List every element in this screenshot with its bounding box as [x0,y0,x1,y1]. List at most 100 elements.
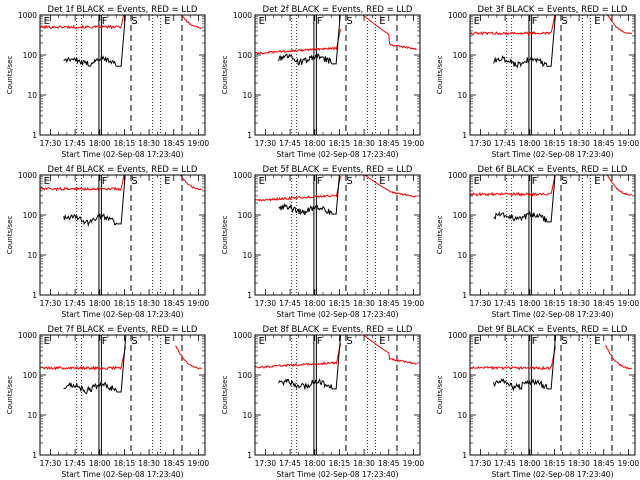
event-marker-letter: E [259,176,265,187]
y-tick-label: 1000 [448,331,467,340]
event-marker-letter: E [474,336,480,347]
lld-series-tail-line [362,15,417,51]
event-marker-letter: S [131,16,137,27]
plot-frame [39,14,206,136]
event-marker-letter: S [131,336,137,347]
event-marker-letter: F [102,16,108,27]
x-tick-label: 18:45 [378,139,400,148]
events-series-line [493,175,556,223]
panel-det-8f: Det 8f BLACK = Events, RED = LLD Counts/s… [221,325,424,479]
event-marker-letter: E [164,336,170,347]
x-tick-label: 18:30 [353,459,375,468]
y-tick-label: 1 [462,451,467,460]
x-tick-label: 17:30 [255,139,277,148]
y-tick-label: 100 [23,371,38,380]
x-tick-label: 18:45 [593,459,615,468]
x-tick-label: 18:30 [568,139,590,148]
x-tick-label: 17:45 [279,299,301,308]
event-marker-letter: F [532,336,538,347]
lld-series-line [470,175,556,198]
panel-det-3f: Det 3f BLACK = Events, RED = LLD Counts/s… [436,5,639,159]
x-tick-label: 18:30 [138,139,160,148]
lld-series-line [470,346,557,371]
y-tick-label: 1 [247,131,252,140]
plot-frame [39,174,206,296]
events-series-line [63,175,126,228]
event-marker-letter: F [317,176,323,187]
panel-det-9f: Det 9f BLACK = Events, RED = LLD Counts/s… [436,325,639,479]
plot-area [40,335,202,395]
x-tick-label: 18:30 [568,299,590,308]
x-tick-label: 18:15 [114,459,136,468]
lld-series-line [40,15,125,30]
y-tick-label: 10 [27,251,37,260]
x-tick-label: 18:00 [519,139,541,148]
lld-series-tail-line [607,15,633,35]
x-tick-label: 17:30 [470,299,492,308]
x-tick-label: 18:15 [329,139,351,148]
y-tick-label: 1 [247,451,252,460]
y-tick-label: 10 [457,251,467,260]
event-marker-letter: E [379,176,385,187]
plot-area [40,175,203,228]
y-tick-label: 100 [238,371,253,380]
event-marker-letter: S [346,176,352,187]
x-tick-label: 17:45 [64,139,86,148]
event-marker-letter: E [474,176,480,187]
y-tick-label: 100 [238,211,253,220]
panel-title: Det 4f BLACK = Events, RED = LLD [48,165,198,175]
lld-series-tail-line [362,335,418,365]
y-tick-label: 10 [242,91,252,100]
x-tick-label: 19:00 [618,299,640,308]
y-tick-label: 10 [27,91,37,100]
y-tick-label: 1000 [18,331,37,340]
plot-area [255,335,418,390]
x-tick-label: 19:00 [188,299,210,308]
x-tick-label: 17:45 [279,459,301,468]
x-axis-label: Start Time (02-Sep-08 17:23:40) [62,470,184,479]
x-tick-label: 18:00 [89,299,111,308]
lld-series-line [470,15,556,37]
y-axis-label: Counts/sec [6,376,14,415]
y-tick-label: 1 [32,131,37,140]
y-axis-label: Counts/sec [6,56,14,95]
y-tick-label: 10 [457,91,467,100]
y-axis-label: Counts/sec [436,216,444,255]
plot-frame [254,14,421,136]
y-tick-label: 100 [453,371,468,380]
lld-series-tail-line [606,175,632,196]
event-marker-letter: F [102,336,108,347]
events-series-line [493,335,557,392]
x-axis-label: Start Time (02-Sep-08 17:23:40) [492,150,614,159]
y-tick-label: 100 [238,51,253,60]
x-tick-label: 18:45 [163,299,185,308]
x-tick-label: 17:30 [40,299,62,308]
x-tick-label: 17:45 [494,139,516,148]
x-tick-label: 17:45 [494,299,516,308]
y-axis-label: Counts/sec [436,376,444,415]
panel-title: Det 3f BLACK = Events, RED = LLD [478,5,628,15]
x-tick-label: 17:45 [494,459,516,468]
y-tick-label: 10 [242,251,252,260]
x-tick-label: 18:00 [304,139,326,148]
panel-title: Det 1f BLACK = Events, RED = LLD [48,5,198,15]
event-marker-letter: E [259,16,265,27]
x-tick-label: 19:00 [188,459,210,468]
x-tick-label: 19:00 [403,139,425,148]
y-tick-label: 10 [457,411,467,420]
x-axis-label: Start Time (02-Sep-08 17:23:40) [277,310,399,319]
event-marker-letter: E [594,176,600,187]
y-tick-label: 100 [23,51,38,60]
plot-frame [254,334,421,456]
panel-det-6f: Det 6f BLACK = Events, RED = LLD Counts/s… [436,165,640,319]
lld-series-tail-line [175,345,202,370]
plot-area [470,175,632,223]
y-tick-label: 10 [242,411,252,420]
panel-title: Det 7f BLACK = Events, RED = LLD [48,325,198,335]
x-tick-label: 18:15 [329,459,351,468]
x-tick-label: 18:45 [378,299,400,308]
event-marker-letter: E [164,176,170,187]
plot-area [470,335,633,392]
y-tick-label: 1 [32,451,37,460]
x-tick-label: 18:00 [89,139,111,148]
